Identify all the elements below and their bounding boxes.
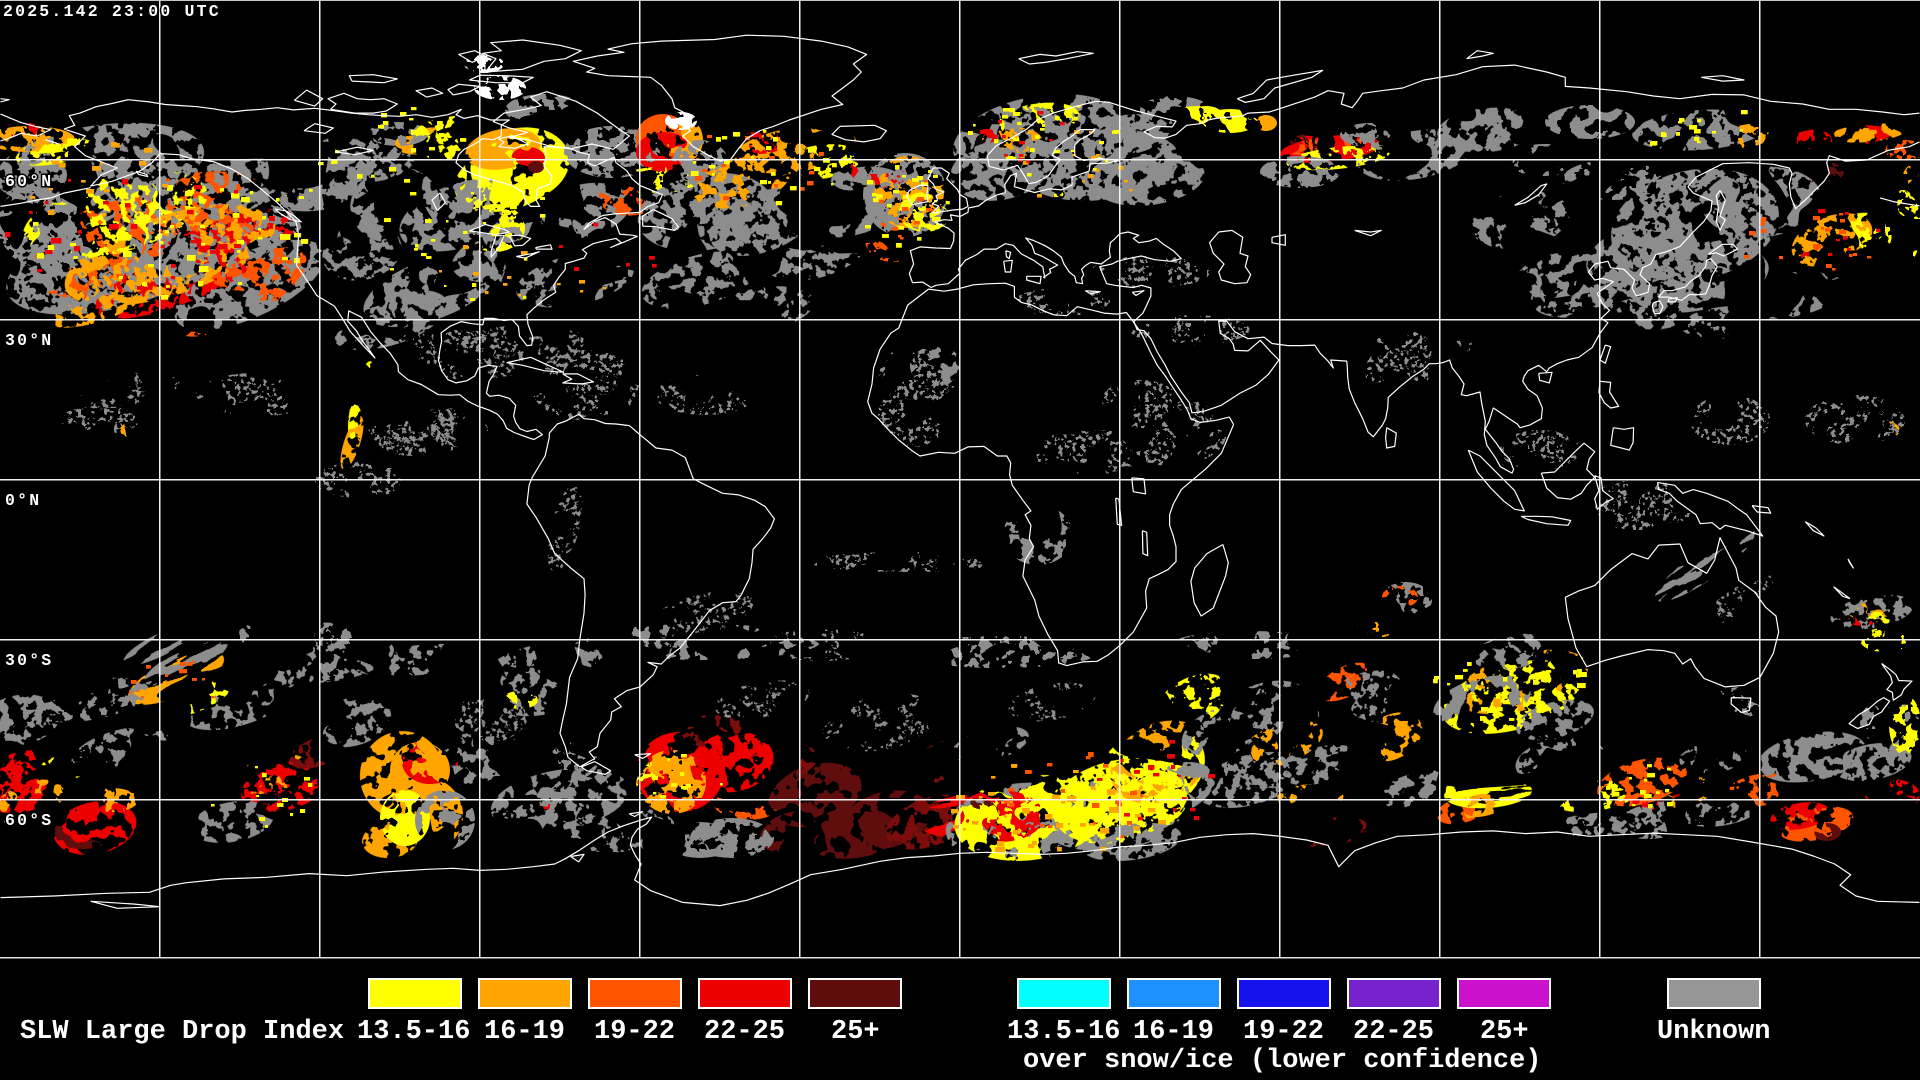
svg-text:19-22: 19-22	[1243, 1017, 1324, 1047]
svg-text:13.5-16: 13.5-16	[1007, 1017, 1120, 1047]
svg-text:22-25: 22-25	[704, 1017, 785, 1047]
svg-text:25+: 25+	[1480, 1017, 1529, 1047]
svg-text:over snow/ice (lower confidenc: over snow/ice (lower confidence)	[1023, 1046, 1541, 1076]
svg-text:19-22: 19-22	[594, 1017, 675, 1047]
svg-text:60°N: 60°N	[5, 172, 53, 191]
svg-text:2025.142 23:00 UTC: 2025.142 23:00 UTC	[3, 2, 221, 21]
svg-text:30°N: 30°N	[5, 331, 53, 350]
svg-text:0°N: 0°N	[5, 491, 41, 510]
svg-text:16-19: 16-19	[1133, 1017, 1214, 1047]
svg-text:22-25: 22-25	[1353, 1017, 1434, 1047]
svg-text:30°S: 30°S	[5, 651, 53, 670]
svg-text:Unknown: Unknown	[1657, 1017, 1770, 1047]
svg-text:25+: 25+	[831, 1017, 880, 1047]
svg-text:13.5-16: 13.5-16	[357, 1017, 470, 1047]
svg-text:SLW Large Drop Index: SLW Large Drop Index	[20, 1017, 344, 1047]
svg-text:16-19: 16-19	[484, 1017, 565, 1047]
svg-text:60°S: 60°S	[5, 811, 53, 830]
